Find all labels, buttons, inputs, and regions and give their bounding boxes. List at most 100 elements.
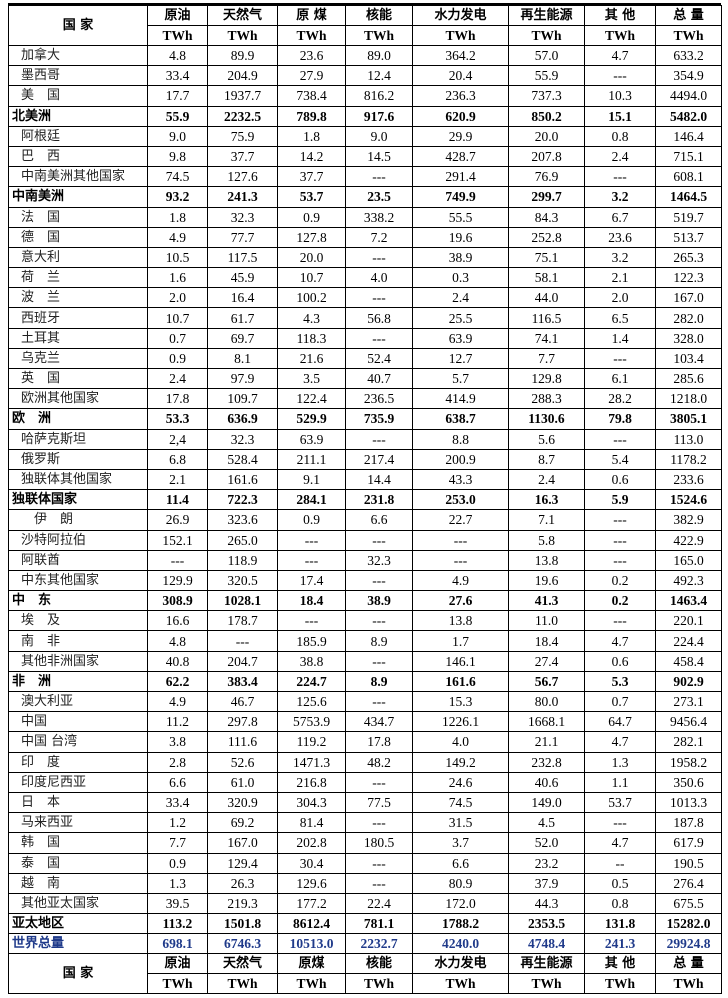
- cell-coal: 177.2: [277, 892, 346, 915]
- cell-coal: 119.2: [277, 731, 346, 753]
- cell-hydro: 428.7: [412, 145, 509, 168]
- cell-crude-oil: ---: [147, 549, 208, 571]
- country-row: 中南美洲其他国家 74.5 127.6 37.7 --- 291.4 76.9 --- 608.…: [8, 166, 722, 188]
- cell-crude-oil: 33.4: [147, 65, 208, 87]
- cell-crude-oil: 7.7: [147, 832, 208, 854]
- cell-total: 273.1: [655, 690, 722, 713]
- cell-renewables: 23.2: [508, 852, 585, 874]
- cell-coal: 0.9: [277, 509, 346, 531]
- cell-coal: 738.4: [277, 85, 346, 107]
- cell-nuclear: 77.5: [345, 791, 413, 814]
- cell-total: 1463.4: [655, 590, 722, 612]
- cell-total: 458.4: [655, 650, 722, 672]
- country-row: 沙特阿拉伯 152.1 265.0 --- --- --- 5.8 --- 422.9: [8, 529, 722, 551]
- cell-other: 241.3: [584, 933, 656, 955]
- cell-renewables: 18.4: [508, 630, 585, 652]
- country-row: 意大利 10.5 117.5 20.0 --- 38.9 75.1 3.2 265.3: [8, 246, 722, 269]
- footer-crude-oil: 原油: [147, 953, 208, 975]
- cell-coal: 14.2: [277, 145, 346, 168]
- row-name: 世界总量: [8, 933, 148, 955]
- cell-nuclear: ---: [345, 327, 413, 349]
- cell-other: 10.3: [584, 85, 656, 107]
- cell-other: 2.1: [584, 267, 656, 289]
- country-row: 英 国 2.4 97.9 3.5 40.7 5.7 129.8 6.1 285.6: [8, 367, 722, 390]
- cell-coal: 125.6: [277, 690, 346, 713]
- cell-crude-oil: 9.8: [147, 145, 208, 168]
- cell-hydro: 4.9: [412, 569, 509, 592]
- cell-crude-oil: 6.8: [147, 448, 208, 470]
- cell-total: 382.9: [655, 509, 722, 531]
- cell-coal: ---: [277, 549, 346, 571]
- cell-renewables: 27.4: [508, 650, 585, 672]
- cell-renewables: 75.1: [508, 246, 585, 269]
- footer-row-labels: 国 家 原油 天然气 原煤 核能 水力发电 再生能源 其 他 总 量: [8, 953, 722, 995]
- cell-hydro: 200.9: [412, 448, 509, 470]
- row-name: 中国: [8, 711, 148, 733]
- cell-crude-oil: 10.5: [147, 246, 208, 269]
- cell-total: 4494.0: [655, 85, 722, 107]
- country-row: 其他亚太国家 39.5 219.3 177.2 22.4 172.0 44.3 0.8 675.…: [8, 892, 722, 915]
- cell-coal: 529.9: [277, 408, 346, 430]
- cell-coal: 18.4: [277, 590, 346, 612]
- unit-label: TWh: [147, 973, 208, 995]
- footer-coal: 原煤: [277, 953, 346, 975]
- cell-hydro: 253.0: [412, 489, 509, 511]
- cell-hydro: 24.6: [412, 771, 509, 793]
- row-name: 中南美洲其他国家: [8, 166, 148, 188]
- cell-total: 9456.4: [655, 711, 722, 733]
- unit-label: TWh: [277, 25, 346, 46]
- cell-crude-oil: 308.9: [147, 590, 208, 612]
- cell-hydro: 1.7: [412, 630, 509, 652]
- cell-natural-gas: 320.9: [207, 791, 278, 814]
- cell-crude-oil: 74.5: [147, 166, 208, 188]
- country-row: 乌克兰 0.9 8.1 21.6 52.4 12.7 7.7 --- 103.4: [8, 347, 722, 370]
- cell-total: 902.9: [655, 670, 722, 693]
- cell-crude-oil: 11.4: [147, 489, 208, 511]
- cell-renewables: 21.1: [508, 731, 585, 753]
- cell-renewables: 1668.1: [508, 711, 585, 733]
- cell-renewables: 19.6: [508, 569, 585, 592]
- row-name: 墨西哥: [8, 65, 148, 87]
- cell-other: 23.6: [584, 226, 656, 248]
- cell-crude-oil: 4.8: [147, 630, 208, 652]
- cell-hydro: 1788.2: [412, 913, 509, 935]
- table-body: 加拿大 4.8 89.9 23.6 89.0 364.2 57.0 4.7 633.2 墨西哥 33…: [8, 44, 722, 955]
- cell-other: 1.4: [584, 327, 656, 349]
- country-row: 南 非 4.8 --- 185.9 8.9 1.7 18.4 4.7 224.4: [8, 630, 722, 652]
- cell-renewables: 737.3: [508, 85, 585, 107]
- unit-label: TWh: [508, 973, 585, 995]
- cell-other: 0.2: [584, 590, 656, 612]
- cell-total: 282.0: [655, 307, 722, 329]
- cell-nuclear: 735.9: [345, 408, 413, 430]
- cell-renewables: 20.0: [508, 125, 585, 147]
- cell-coal: 202.8: [277, 832, 346, 854]
- cell-hydro: 43.3: [412, 468, 509, 491]
- cell-nuclear: 38.9: [345, 590, 413, 612]
- row-name: 澳大利亚: [8, 690, 148, 713]
- header-natural-gas: 天然气: [207, 5, 278, 26]
- cell-total: 492.3: [655, 569, 722, 592]
- cell-crude-oil: 26.9: [147, 509, 208, 531]
- cell-crude-oil: 39.5: [147, 892, 208, 915]
- cell-coal: 17.4: [277, 569, 346, 592]
- cell-crude-oil: 33.4: [147, 791, 208, 814]
- cell-crude-oil: 40.8: [147, 650, 208, 672]
- cell-hydro: 291.4: [412, 166, 509, 188]
- cell-renewables: 57.0: [508, 44, 585, 67]
- cell-total: 608.1: [655, 166, 722, 188]
- country-row: 印度尼西亚 6.6 61.0 216.8 --- 24.6 40.6 1.1 350.6: [8, 771, 722, 793]
- cell-natural-gas: 16.4: [207, 287, 278, 309]
- cell-nuclear: 12.4: [345, 65, 413, 87]
- cell-renewables: 7.7: [508, 347, 585, 370]
- cell-hydro: 15.3: [412, 690, 509, 713]
- cell-total: 233.6: [655, 468, 722, 491]
- country-row: 阿联酋 --- 118.9 --- 32.3 --- 13.8 --- 165.0: [8, 549, 722, 571]
- cell-nuclear: 52.4: [345, 347, 413, 370]
- cell-other: 0.5: [584, 872, 656, 894]
- cell-natural-gas: 69.2: [207, 812, 278, 834]
- cell-natural-gas: 297.8: [207, 711, 278, 733]
- cell-natural-gas: 722.3: [207, 489, 278, 511]
- cell-hydro: 3.7: [412, 832, 509, 854]
- cell-other: 3.2: [584, 186, 656, 208]
- row-name: 亚太地区: [8, 913, 148, 935]
